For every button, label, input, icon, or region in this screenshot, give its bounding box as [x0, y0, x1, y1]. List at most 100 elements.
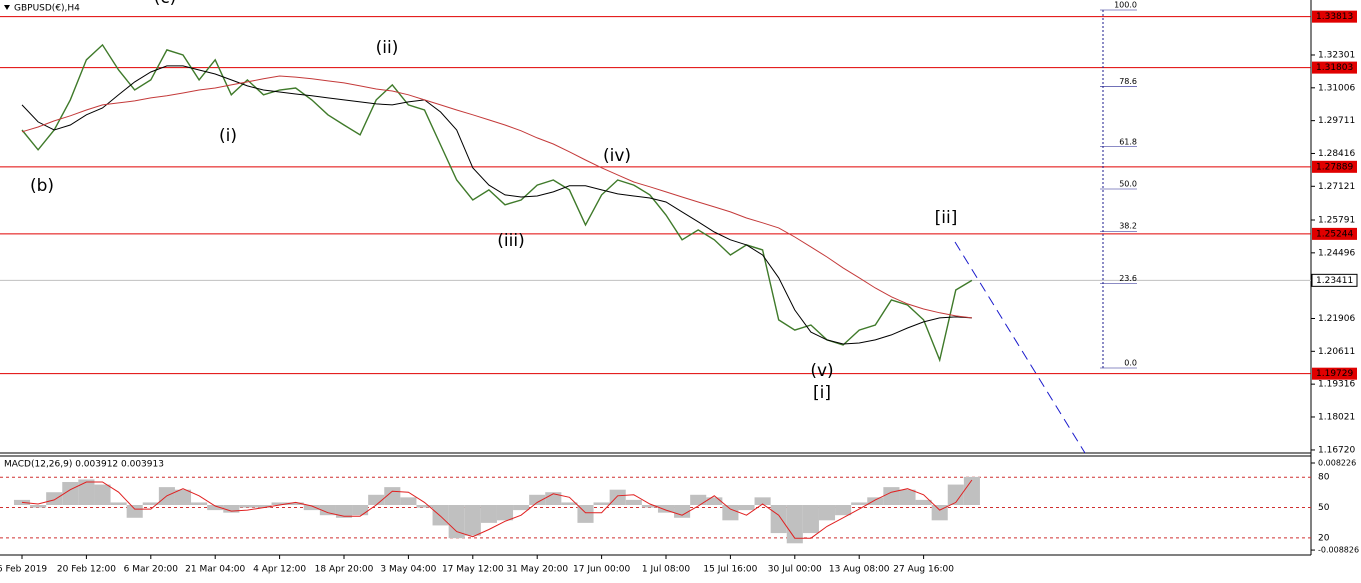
price-line	[21, 75, 972, 319]
level-label-bg	[1312, 160, 1357, 173]
macd-bar	[674, 505, 691, 518]
wave-label: [i]	[813, 383, 831, 403]
macd-bar	[802, 505, 819, 534]
macd-bar	[738, 505, 755, 511]
macd-bar	[931, 505, 948, 521]
fib-label: 78.6	[1119, 77, 1137, 86]
wave-label: (i)	[219, 126, 237, 146]
macd-bar	[287, 502, 304, 505]
macd-bar	[255, 505, 272, 508]
wave-label: (c)	[154, 0, 177, 8]
x-tick-label: 6 Mar 20:00	[124, 565, 179, 575]
macd-bar	[78, 479, 95, 505]
macd-bar	[94, 484, 111, 505]
macd-bar	[851, 502, 868, 505]
x-tick-label: 30 Jul 00:00	[768, 565, 822, 575]
fib-label: 0.0	[1124, 359, 1137, 368]
menu-arrow[interactable]	[4, 5, 10, 10]
macd-bar	[416, 505, 433, 508]
x-tick-label: 21 Mar 04:00	[185, 565, 245, 575]
level-label: 1.31803	[1316, 63, 1353, 73]
macd-bar	[174, 489, 192, 505]
fib-label: 50.0	[1119, 180, 1137, 189]
x-tick-label: 13 Aug 08:00	[829, 565, 890, 575]
y2-tick-label: 20	[1318, 533, 1330, 543]
y-tick-label: 1.32301	[1318, 50, 1355, 60]
level-label-bg	[1312, 10, 1357, 23]
y-tick-label: 1.20611	[1318, 347, 1355, 357]
x-tick-label: 3 May 04:00	[380, 565, 436, 575]
macd-bar	[867, 497, 884, 505]
macd-bar	[609, 489, 626, 505]
macd-bar	[690, 494, 707, 505]
x-tick-label: 15 Jul 16:00	[703, 565, 757, 575]
macd-bar	[641, 505, 658, 508]
x-tick-label: 27 Aug 16:00	[893, 565, 954, 575]
x-tick-label: 31 May 20:00	[506, 565, 568, 575]
projection-line	[954, 241, 1086, 454]
level-label: 1.25244	[1316, 229, 1353, 239]
macd-bar	[561, 502, 578, 505]
macd-bar	[400, 497, 417, 505]
wave-label: (b)	[30, 176, 54, 196]
macd-bar	[448, 505, 465, 539]
y-tick-label: 1.16720	[1318, 445, 1355, 455]
current-price-label: 1.23411	[1316, 276, 1353, 286]
macd-bar	[464, 505, 481, 536]
symbol-title: GBPUSD(€),H4	[14, 4, 80, 14]
y-tick-label: 1.21906	[1318, 314, 1355, 324]
macd-bar	[432, 505, 449, 526]
wave-label: (ii)	[376, 38, 399, 58]
macd-bar	[883, 487, 900, 505]
y-tick-label: 1.25791	[1318, 216, 1355, 226]
macd-bar	[899, 489, 916, 505]
y2-tick-label: 50	[1318, 503, 1330, 513]
macd-bar	[529, 494, 546, 505]
fib-label: 23.6	[1119, 274, 1137, 283]
macd-bar	[786, 505, 803, 544]
y-tick-label: 1.31006	[1318, 83, 1355, 93]
wave-label: (iv)	[603, 146, 631, 166]
macd-bar	[947, 484, 964, 505]
macd-bar	[625, 499, 642, 505]
macd-bar	[770, 505, 787, 534]
macd-bar	[352, 505, 369, 516]
indicator-title: MACD(12,26,9) 0.003912 0.003913	[4, 460, 164, 470]
fib-label: 38.2	[1119, 222, 1137, 231]
level-label: 1.27889	[1316, 162, 1353, 172]
level-label-bg	[1312, 367, 1357, 380]
macd-bar	[239, 505, 256, 508]
macd-bar	[480, 505, 497, 523]
macd-bar	[818, 505, 836, 521]
macd-bar	[754, 497, 771, 505]
y-tick-label: 1.24496	[1318, 248, 1355, 258]
macd-bar	[513, 505, 530, 511]
macd-bar	[835, 505, 852, 516]
x-tick-label: 18 Apr 20:00	[315, 565, 374, 575]
wave-label: [ii]	[935, 208, 958, 228]
macd-bar	[110, 502, 127, 505]
signal-line	[21, 479, 973, 539]
x-tick-label: 20 Feb 12:00	[57, 565, 116, 575]
macd-bar	[335, 505, 353, 518]
macd-bar	[319, 505, 336, 516]
macd-bar	[657, 505, 675, 513]
macd-bar	[368, 494, 385, 505]
macd-bar	[593, 502, 610, 505]
y2-tick-label: 80	[1318, 473, 1330, 483]
macd-bar	[271, 502, 288, 505]
fib-label: 61.8	[1119, 137, 1137, 146]
macd-bar	[126, 505, 143, 518]
macd-bar	[207, 505, 224, 511]
wave-label: (v)	[810, 361, 833, 381]
level-label-bg	[1312, 61, 1357, 74]
macd-bar	[722, 505, 739, 521]
level-label: 1.19729	[1316, 369, 1353, 379]
current-price-bg	[1311, 273, 1358, 287]
x-tick-label: 17 Jun 00:00	[573, 565, 630, 575]
y-tick-label: 1.29711	[1318, 116, 1355, 126]
macd-bar	[496, 505, 514, 521]
level-label: 1.33813	[1316, 12, 1353, 22]
macd-bar	[963, 476, 980, 505]
